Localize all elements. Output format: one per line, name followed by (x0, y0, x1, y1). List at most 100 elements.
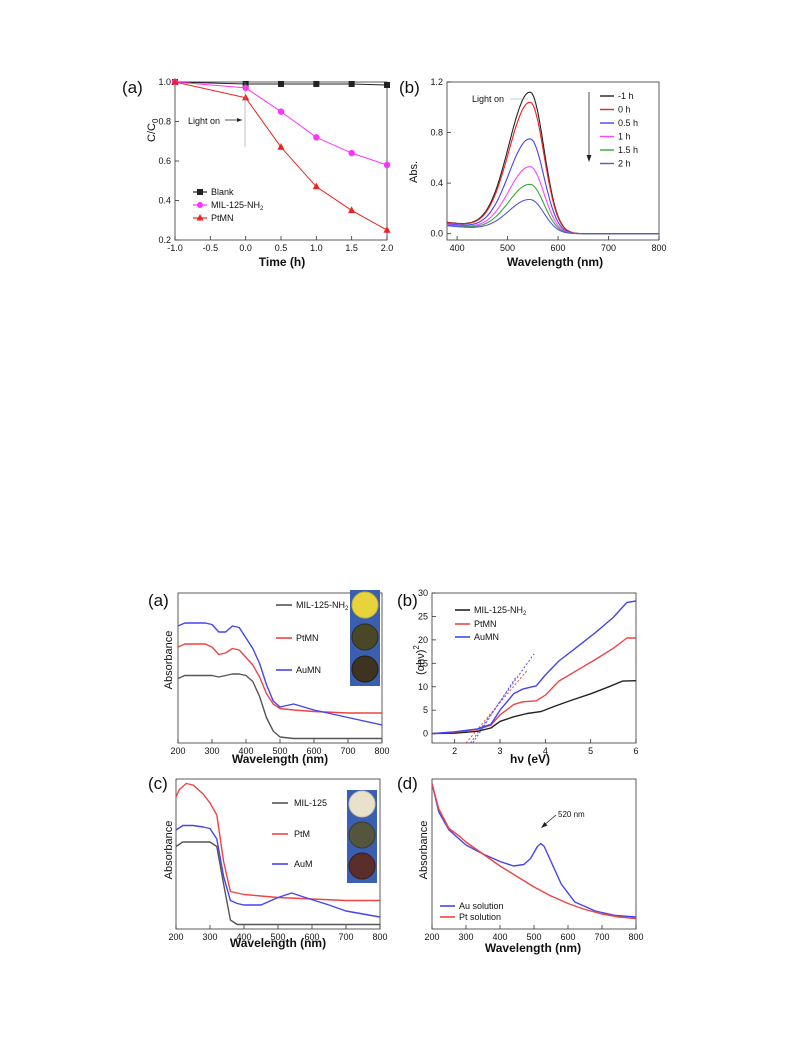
data-point-mil-125-nh2 (277, 108, 285, 115)
tangent-line-2 (472, 677, 517, 744)
y-tick-label-top_a: 0.6 (158, 156, 171, 166)
y-axis-label-bottom-d: Absorbance (418, 821, 430, 880)
series-line-aumn (431, 600, 637, 735)
white-powder-image (348, 790, 376, 818)
chart-bottom-b: (b) 2 3 4 5 6 0 5 10 15 20 25 30 (αhν)2 hν (eV) MIL… (397, 588, 639, 766)
light-on-annotation-top-b: Light on (472, 94, 504, 104)
axes-bottom-c: 200 300 400 500 600 700 800 (168, 778, 388, 942)
y-tick-label-bot_b: 10 (418, 682, 428, 692)
x-tick-label-bot_c: 800 (372, 932, 387, 942)
x-tick-label-bot_a: 700 (340, 746, 355, 756)
y-axis-label-bottom-a: Absorbance (163, 631, 175, 690)
legend-bottom-c: MIL-125 PtM AuM (272, 798, 327, 869)
data-point-mil-125-nh2 (313, 134, 320, 141)
data-point-blank (384, 81, 390, 88)
x-tick-label-bot_d: 600 (560, 932, 575, 942)
plot-frame-top_a (174, 81, 388, 241)
legend-label-au-solution: Au solution (459, 901, 504, 911)
series-line-aumn (177, 622, 383, 726)
legend-label-ptmn-bottom-b: PtMN (474, 619, 497, 629)
legend-label-mil125nh2-bottom-a: MIL-125-NH2 (296, 600, 349, 612)
y-tick-label-bot_b: 20 (418, 635, 428, 645)
x-tick-label-bot_a: 500 (272, 746, 287, 756)
legend-label-1.5h: 1.5 h (618, 145, 638, 155)
y-axis-label-bottom-c: Absorbance (163, 821, 175, 880)
x-tick-label-bot_b: 5 (588, 746, 593, 756)
data-point-ptmn (348, 206, 356, 213)
light-on-arrowhead-top-a (237, 118, 242, 122)
x-tick-label-bot_b: 2 (452, 746, 457, 756)
x-tick-label-bot_d: 400 (492, 932, 507, 942)
data-point-mil-125-nh2 (383, 161, 391, 169)
marks-top-b (446, 91, 659, 235)
yellow-powder-image (351, 591, 379, 619)
axes-top-a: -1.0 -0.5 0.0 0.5 1.0 1.5 2.0 0.2 0.4 0.6 0.8 1.0 (158, 77, 393, 253)
x-tick-label-bot_b: 3 (497, 746, 502, 756)
series-line-ptmn (174, 81, 388, 231)
y-tick-label-top_a: 0.2 (158, 235, 171, 245)
y-tick-label-top_a: 1.0 (158, 77, 171, 87)
y-tick-label-top_a: 0.8 (158, 117, 171, 127)
legend-marker-ptmn (196, 214, 204, 221)
peak-annotation-520nm: 520 nm (558, 810, 585, 819)
data-point-ptmn (383, 226, 391, 233)
legend-label-aumn-bottom-a: AuMN (296, 665, 321, 675)
panel-label-bottom-c: (c) (148, 774, 168, 793)
legend-marker-blank (197, 189, 203, 195)
x-tick-label-bot_a: 600 (306, 746, 321, 756)
x-tick-label-bot_c: 600 (304, 932, 319, 942)
panel-label-top-a: (a) (122, 78, 143, 97)
purple-brown-powder-image (348, 852, 376, 880)
legend-top-b: -1 h 0 h 0.5 h 1 h 1.5 h 2 h (600, 91, 638, 169)
y-tick-label-top_b: 0.0 (430, 229, 443, 239)
legend-label-blank: Blank (211, 187, 234, 197)
series-line-pt-solution (431, 783, 637, 920)
x-tick-label-top_a: -1.0 (167, 243, 183, 253)
x-tick-label-bot_d: 200 (424, 932, 439, 942)
olive-powder-image (351, 623, 379, 651)
axes-bottom-d: 200 300 400 500 600 700 800 (424, 778, 644, 942)
y-tick-label-bot_b: 15 (418, 658, 428, 668)
y-tick-label-bot_b: 30 (418, 588, 428, 598)
data-point-mil-125-nh2 (348, 149, 355, 157)
plot-frame-bot_b (431, 592, 637, 744)
x-tick-label-top_a: 1.0 (310, 243, 323, 253)
series-line-au-solution (431, 783, 637, 918)
marks-bottom-c (175, 782, 381, 926)
light-on-annotation-top-a: Light on (188, 116, 220, 126)
legend-label-mil125nh2: MIL-125-NH2 (211, 200, 264, 212)
data-point-ptmn (171, 78, 179, 85)
data-point-blank (242, 80, 249, 87)
brown-powder-image (351, 655, 379, 683)
chart-top-a: (a) -1.0 -0.5 0.0 0.5 1.0 1.5 2.0 0.2 0.4 0.6 0.8 1… (122, 77, 393, 269)
marks-bottom-b (431, 600, 637, 744)
y-tick-label-top_a: 0.4 (158, 196, 171, 206)
series-line-ptmn (177, 643, 382, 714)
data-point-ptmn (242, 93, 250, 101)
axes-bottom-b: 2 3 4 5 6 0 5 10 15 20 25 30 (418, 588, 639, 756)
spectrum-line-2h (446, 198, 659, 235)
data-point-blank (278, 80, 284, 87)
axes-top-b: 400 500 600 700 800 0.0 0.4 0.8 1.2 (430, 77, 666, 253)
legend-label-ptm: PtM (294, 829, 310, 839)
chart-top-b: (b) 400 500 600 700 800 0.0 0.4 0.8 1.2 Abs. Wav… (399, 77, 667, 269)
powder-photo-inset-bottom-a (350, 590, 380, 686)
legend-label-aum: AuM (294, 859, 313, 869)
y-axis-label-top-a: C/C0 (146, 118, 160, 142)
x-tick-label-bot_b: 4 (543, 746, 548, 756)
powder-photo-inset-bottom-c (347, 790, 377, 883)
x-tick-label-bot_c: 200 (168, 932, 183, 942)
y-axis-label-bottom-b: (αhν)2 (412, 645, 427, 675)
x-tick-label-bot_a: 800 (374, 746, 389, 756)
x-tick-label-bot_a: 300 (204, 746, 219, 756)
legend-label-1h: 1 h (618, 132, 631, 142)
x-tick-label-top_a: -0.5 (203, 243, 219, 253)
legend-label-ptmn: PtMN (211, 213, 234, 223)
data-point-blank (348, 80, 355, 87)
series-line-blank (174, 81, 388, 86)
series-line-mil-125-nh2 (177, 673, 382, 740)
x-tick-label-bot_c: 700 (338, 932, 353, 942)
x-axis-label-top-a: Time (h) (259, 255, 305, 269)
series-line-mil-125-nh2 (174, 81, 388, 166)
y-tick-label-top_b: 1.2 (430, 77, 443, 87)
